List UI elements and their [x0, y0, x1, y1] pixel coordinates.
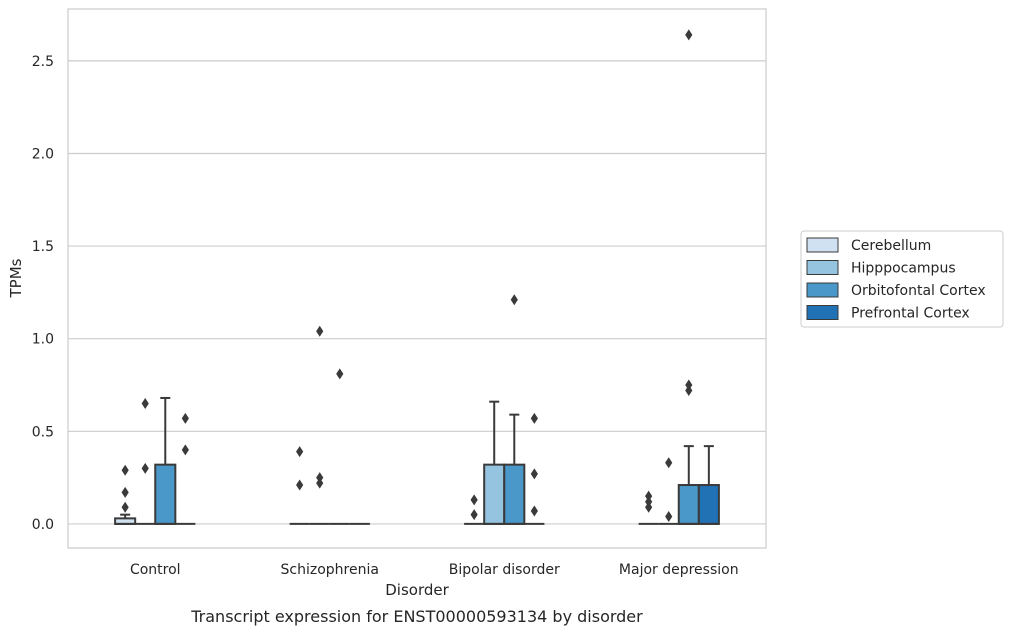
box-group [503, 294, 526, 525]
outlier-point [181, 412, 189, 424]
outlier-point [296, 479, 304, 491]
y-tick-label: 1.5 [32, 239, 54, 255]
outlier-point [685, 29, 693, 41]
box-group [289, 446, 310, 525]
gridlines [68, 60, 766, 525]
box-group [677, 29, 700, 525]
y-tick-labels: 0.0 0.5 1.0 1.5 2.0 2.5 [32, 54, 54, 533]
box-body [697, 484, 720, 525]
y-tick-label: 2.0 [32, 146, 54, 162]
box-group [697, 445, 720, 525]
outlier-point [530, 412, 538, 424]
outlier-point [316, 325, 324, 337]
x-tick-label: Control [130, 562, 181, 578]
box-group [483, 400, 506, 525]
legend: Cerebellum Hipppocampus Orbitofontal Corte… [800, 230, 1004, 328]
chart-caption: Transcript expression for ENST0000059313… [190, 607, 643, 626]
legend-swatch [806, 305, 839, 320]
outlier-point [141, 398, 149, 410]
outlier-point [121, 486, 129, 498]
outlier-point [296, 446, 304, 458]
box-marks [114, 29, 720, 525]
outlier-point [530, 505, 538, 517]
outlier-point [470, 494, 478, 506]
y-tick-label: 1.0 [32, 332, 54, 348]
box-group [638, 490, 659, 525]
outlier-point [665, 511, 673, 523]
box-group [114, 464, 137, 525]
x-axis-label: Disorder [385, 581, 449, 599]
outlier-point [121, 501, 129, 513]
box-group [154, 396, 177, 525]
legend-label: Prefrontal Cortex [851, 306, 970, 322]
box-group [524, 412, 545, 525]
y-axis-label: TPMs [7, 258, 25, 298]
outlier-point [685, 379, 693, 391]
outlier-point [510, 294, 518, 306]
legend-label: Cerebellum [851, 238, 931, 254]
box-group [464, 494, 485, 525]
outlier-point [645, 496, 653, 508]
legend-swatch [806, 237, 839, 253]
y-tick-label: 2.5 [32, 54, 54, 70]
x-tick-label: Major depression [619, 562, 739, 578]
outlier-point [181, 444, 189, 456]
outlier-point [316, 472, 324, 484]
outlier-point [470, 509, 478, 521]
outlier-point [530, 468, 538, 480]
x-tick-label: Schizophrenia [281, 562, 379, 578]
outlier-point [645, 490, 653, 502]
legend-swatch [806, 260, 839, 275]
outlier-point [645, 501, 653, 513]
legend-label: Hipppocampus [851, 261, 956, 277]
outlier-point [336, 368, 344, 380]
box-body [154, 463, 177, 525]
legend-label: Orbitofontal Cortex [851, 283, 986, 299]
box-group [658, 457, 679, 525]
plot-frame [67, 8, 767, 549]
outlier-point [121, 464, 129, 476]
outlier-point [316, 477, 324, 489]
outlier-point [685, 385, 693, 397]
box-body [503, 463, 526, 525]
box-group [135, 398, 156, 525]
outlier-point [141, 462, 149, 474]
x-tick-labels: Control Schizophrenia Bipolar disorder Majo… [130, 562, 739, 578]
x-tick-label: Bipolar disorder [449, 562, 560, 578]
box-body [677, 484, 700, 525]
box-body [483, 463, 506, 525]
legend-items: Cerebellum Hipppocampus Orbitofontal Corte… [806, 237, 986, 322]
legend-frame [800, 230, 1004, 328]
box-group [309, 325, 330, 525]
y-tick-label: 0.0 [32, 517, 54, 533]
box-group [175, 412, 196, 525]
outlier-point [665, 457, 673, 469]
legend-swatch [806, 282, 839, 298]
y-tick-label: 0.5 [32, 424, 54, 440]
box-group [329, 368, 350, 525]
